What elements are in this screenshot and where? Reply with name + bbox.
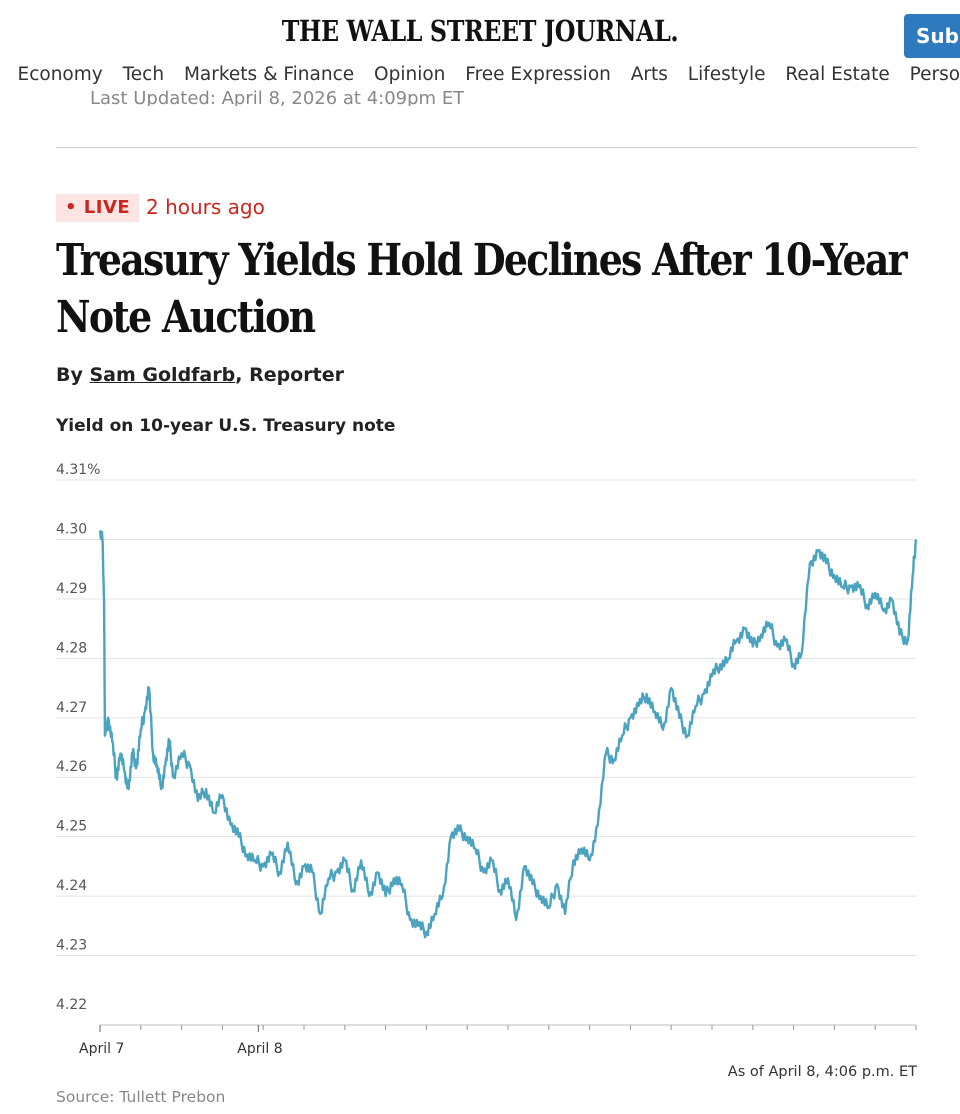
y-tick-label: 4.28 xyxy=(56,640,87,656)
yield-line-chart: 4.31% 4.30 4.29 4.28 4.27 4.26 4.25 4.24 4.23 4.2… xyxy=(56,462,918,1057)
nav-item-economy[interactable]: Economy xyxy=(17,64,103,85)
y-tick-label: 4.29 xyxy=(56,581,87,597)
nav-item-free-expression[interactable]: Free Expression xyxy=(465,64,611,85)
y-tick-label: 4.26 xyxy=(56,759,87,775)
y-tick-label: 4.24 xyxy=(56,878,87,894)
nav-item-personal[interactable]: Personal xyxy=(909,64,960,85)
last-updated: Last Updated: April 8, 2026 at 4:09pm ET xyxy=(90,88,465,106)
byline-prefix: By xyxy=(56,364,90,386)
nav-item-lifestyle[interactable]: Lifestyle xyxy=(687,64,766,85)
nav-item-markets-finance[interactable]: Markets & Finance xyxy=(183,64,355,85)
yield-series-line xyxy=(98,530,918,939)
article-headline: Treasury Yields Hold Declines After 10-Y… xyxy=(56,235,908,343)
y-tick-label: 4.30 xyxy=(56,521,87,537)
section-nav: s Economy Tech Markets & Finance Opinion… xyxy=(0,64,960,85)
chart-title: Yield on 10-year U.S. Treasury note xyxy=(56,416,396,436)
y-tick-label: 4.25 xyxy=(56,819,87,835)
author-link[interactable]: Sam Goldfarb xyxy=(89,364,236,386)
time-ago: 2 hours ago xyxy=(146,195,265,219)
byline: By Sam Goldfarb, Reporter xyxy=(56,364,344,386)
live-badge: • LIVE xyxy=(56,194,140,222)
nav-item-real-estate[interactable]: Real Estate xyxy=(785,64,890,85)
byline-suffix: , Reporter xyxy=(235,364,344,386)
y-tick-label: 4.31% xyxy=(56,462,100,478)
y-tick-label: 4.22 xyxy=(56,997,87,1013)
masthead-logo[interactable]: THE WALL STREET JOURNAL. xyxy=(281,14,679,48)
nav-item-tech[interactable]: Tech xyxy=(122,64,165,85)
x-tick-label: April 8 xyxy=(237,1041,282,1057)
chart-timestamp: As of April 8, 4:06 p.m. ET xyxy=(727,1064,917,1080)
divider xyxy=(56,147,917,148)
nav-item-arts[interactable]: Arts xyxy=(630,64,668,85)
y-tick-label: 4.27 xyxy=(56,700,87,716)
nav-item-opinion[interactable]: Opinion xyxy=(374,64,446,85)
subscribe-button[interactable]: Subs xyxy=(904,14,960,58)
chart-source: Source: Tullett Prebon xyxy=(56,1088,226,1106)
x-tick-label: April 7 xyxy=(79,1041,124,1057)
y-tick-label: 4.23 xyxy=(56,938,87,954)
